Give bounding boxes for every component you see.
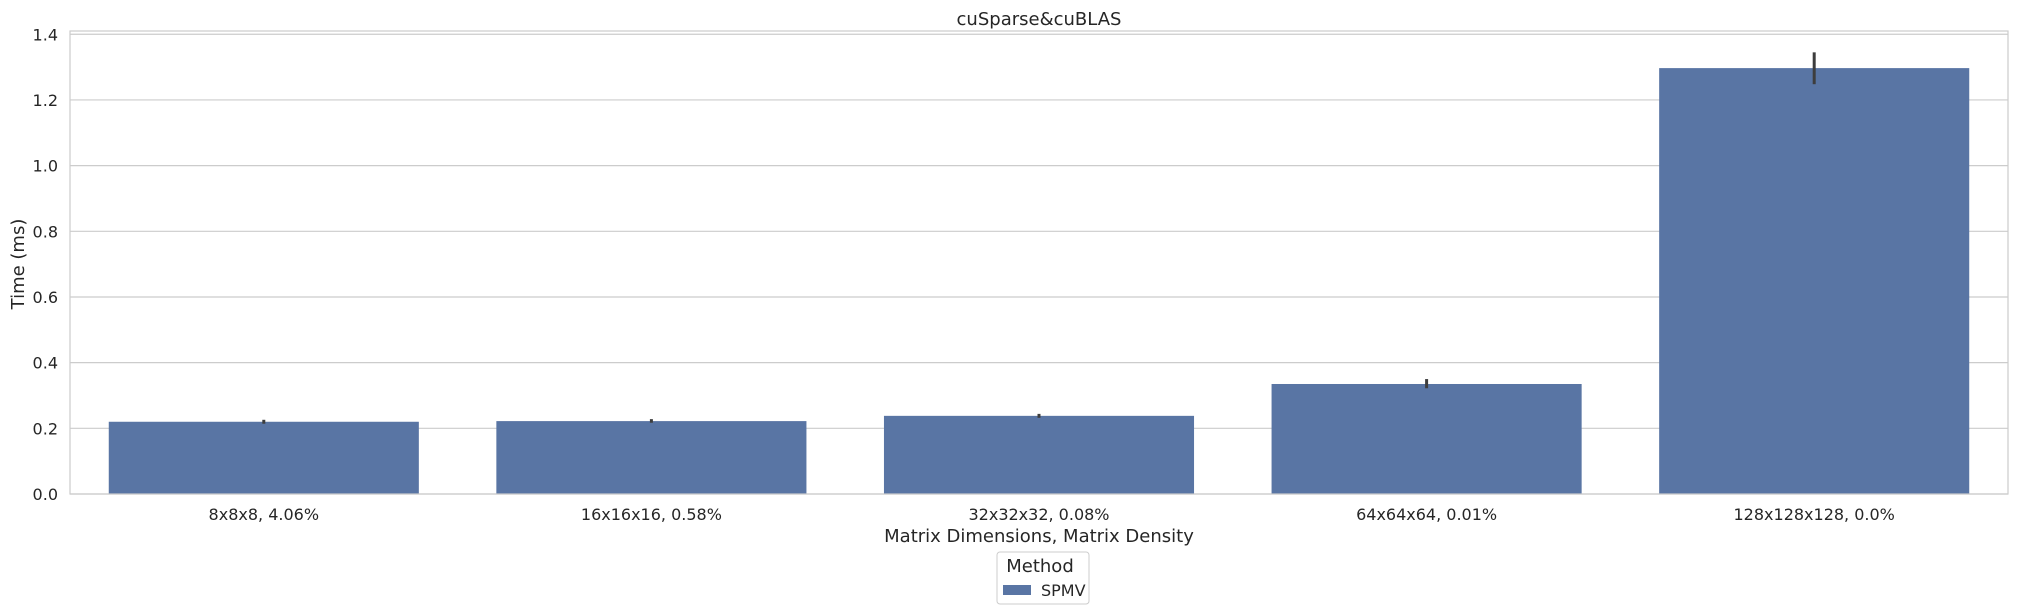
x-tick-label: 16x16x16, 0.58% <box>581 505 722 524</box>
y-tick-label: 0.8 <box>33 222 58 241</box>
y-axis-label: Time (ms) <box>8 219 29 311</box>
x-tick-label: 128x128x128, 0.0% <box>1734 505 1895 524</box>
bar <box>108 421 419 494</box>
bar <box>1271 383 1582 494</box>
y-tick-label: 1.4 <box>33 25 58 44</box>
bar <box>1659 68 1970 494</box>
bar <box>883 415 1195 494</box>
legend-title: Method <box>1006 556 1074 577</box>
y-tick-label: 0.0 <box>33 485 58 504</box>
legend-swatch <box>1003 585 1031 595</box>
x-tick-label: 8x8x8, 4.06% <box>209 505 319 524</box>
plot-frame <box>69 30 2009 495</box>
x-tick-label: 64x64x64, 0.01% <box>1356 505 1497 524</box>
y-tick-label: 0.4 <box>33 354 58 373</box>
bar <box>496 421 807 494</box>
x-axis-label: Matrix Dimensions, Matrix Density <box>884 526 1194 547</box>
y-tick-label: 1.2 <box>33 91 58 110</box>
legend: Method SPMV <box>996 551 1090 605</box>
x-tick-label: 32x32x32, 0.08% <box>968 505 1109 524</box>
x-tick-labels: 8x8x8, 4.06% 16x16x16, 0.58% 32x32x32, 0.0… <box>209 505 1895 524</box>
error-bars <box>262 52 1816 424</box>
chart-title: cuSparse&cuBLAS <box>957 9 1122 30</box>
legend-label-spmv: SPMV <box>1041 581 1086 600</box>
bars <box>108 68 1970 494</box>
y-tick-label: 0.2 <box>33 419 58 438</box>
y-tick-labels: 0.0 0.2 0.4 0.6 0.8 1.0 1.2 1.4 <box>33 25 58 504</box>
y-tick-label: 0.6 <box>33 288 58 307</box>
y-tick-label: 1.0 <box>33 157 58 176</box>
